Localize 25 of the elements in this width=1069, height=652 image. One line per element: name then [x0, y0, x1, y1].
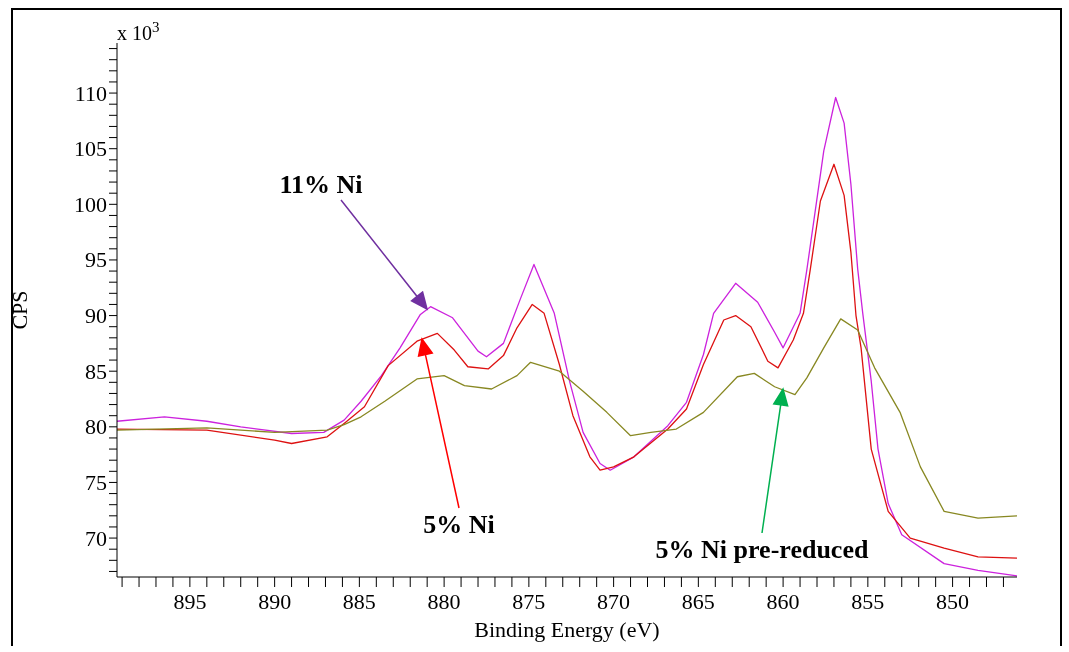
y-tick-label: 75 — [85, 469, 107, 495]
x-tick-label: 865 — [681, 589, 715, 614]
annotation: 5% Ni — [423, 510, 495, 539]
y-tick-label: 105 — [74, 136, 107, 162]
y-tick-label: 95 — [85, 247, 107, 273]
x-tick-label: 875 — [512, 589, 546, 614]
annotation: 5% Ni pre-reduced — [655, 535, 869, 564]
y-tick-label: 90 — [85, 303, 107, 329]
annotation: 11% Ni — [279, 170, 363, 199]
x-tick-label: 890 — [258, 589, 292, 614]
y-axis-title: CPS — [6, 290, 32, 330]
y-tick-label: 85 — [85, 358, 107, 384]
x-axis-title: Binding Energy (eV) — [474, 617, 660, 642]
x-tick-label: 880 — [427, 589, 461, 614]
x-tick-label: 855 — [851, 589, 885, 614]
x-tick-label: 870 — [597, 589, 631, 614]
x-tick-label: 860 — [766, 589, 800, 614]
y-tick-label: 70 — [85, 525, 107, 551]
annotation: x 10$^{3}$ — [117, 19, 160, 44]
y-tick-label: 100 — [74, 191, 107, 217]
x-tick-label: 850 — [936, 589, 970, 614]
x-tick-label: 885 — [342, 589, 376, 614]
x-tick-label: 895 — [173, 589, 207, 614]
y-tick-label: 110 — [74, 80, 107, 106]
y-tick-label: 80 — [85, 414, 107, 440]
